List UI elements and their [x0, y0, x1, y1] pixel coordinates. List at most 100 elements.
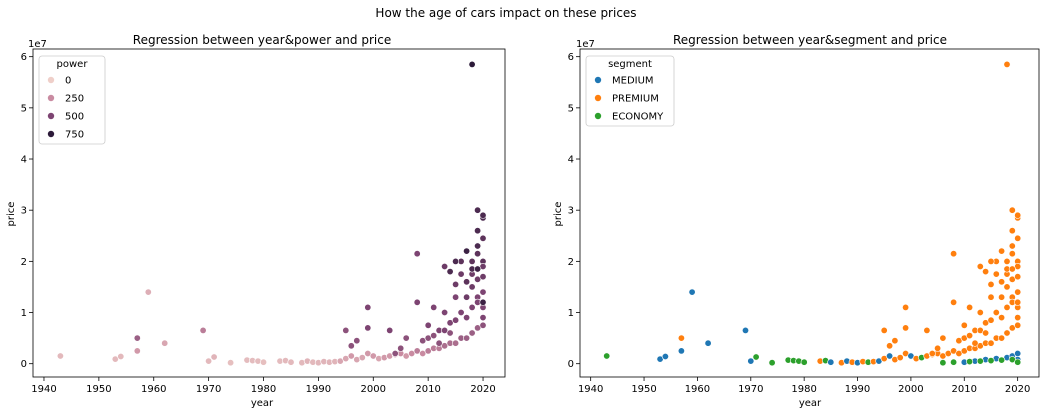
x-axis-label: year — [251, 398, 274, 409]
data-point — [144, 288, 152, 296]
data-point — [347, 342, 355, 350]
data-point — [998, 247, 1006, 255]
data-point — [468, 60, 476, 68]
data-point — [397, 344, 405, 352]
data-point — [1014, 349, 1022, 357]
data-point — [966, 332, 974, 340]
x-tick-label: 2010 — [952, 384, 977, 395]
data-point — [902, 303, 910, 311]
data-point — [677, 334, 685, 342]
data-point — [133, 347, 141, 355]
data-point — [446, 329, 454, 337]
legend-marker — [47, 94, 55, 102]
data-point — [987, 357, 995, 365]
y-tick-label: 5 — [568, 103, 574, 114]
x-tick-label: 1960 — [685, 384, 710, 395]
y-tick-label: 2 — [21, 257, 27, 268]
data-point — [474, 227, 482, 235]
data-point — [1014, 234, 1022, 242]
legend-marker — [594, 94, 602, 102]
y-tick-label: 3 — [568, 206, 574, 217]
data-point — [1014, 321, 1022, 329]
y-tick-label: 3 — [21, 206, 27, 217]
data-point — [886, 342, 894, 350]
chart-title: Regression between year&power and price — [133, 33, 391, 47]
data-point — [479, 321, 487, 329]
data-point — [161, 339, 169, 347]
legend-entry-label: 500 — [65, 112, 84, 123]
data-point — [747, 357, 755, 365]
data-point — [413, 298, 421, 306]
data-point — [441, 308, 449, 316]
data-point — [358, 354, 366, 362]
data-point — [479, 288, 487, 296]
legend-marker — [47, 112, 55, 120]
data-point — [1014, 211, 1022, 219]
data-point — [827, 358, 835, 366]
y-tick-label: 1 — [568, 308, 574, 319]
data-point — [976, 357, 984, 365]
data-point — [1008, 265, 1016, 273]
data-point — [800, 358, 808, 366]
data-point — [474, 250, 482, 258]
legend-entry-label: MEDIUM — [612, 76, 654, 87]
data-point — [688, 288, 696, 296]
data-point — [976, 308, 984, 316]
data-point — [474, 265, 482, 273]
legend-box — [585, 55, 675, 127]
data-point — [479, 273, 487, 281]
x-tick-label: 2010 — [415, 384, 440, 395]
data-point — [452, 293, 460, 301]
legend-title: segment — [608, 59, 652, 70]
x-tick-label: 1980 — [791, 384, 816, 395]
data-point — [56, 352, 64, 360]
data-point — [457, 270, 465, 278]
data-point — [987, 293, 995, 301]
legend-entry-label: 0 — [65, 76, 71, 87]
data-point — [463, 293, 471, 301]
x-tick-label: 2020 — [1005, 384, 1030, 395]
y-scale-label: 1e7 — [576, 39, 595, 50]
data-point — [287, 358, 295, 366]
data-point — [998, 356, 1006, 364]
data-point — [982, 329, 990, 337]
x-tick-label: 1960 — [141, 384, 166, 395]
data-point — [117, 352, 125, 360]
data-point — [992, 270, 1000, 278]
x-tick-label: 2020 — [470, 384, 495, 395]
data-point — [976, 262, 984, 270]
data-point — [452, 339, 460, 347]
power-scatter-chart: Regression between year&power and price … — [6, 33, 506, 409]
data-point — [446, 268, 454, 276]
data-point — [704, 339, 712, 347]
data-point — [468, 329, 476, 337]
data-point — [441, 262, 449, 270]
data-point — [923, 326, 931, 334]
data-point — [998, 314, 1006, 322]
data-point — [950, 298, 958, 306]
data-point — [1008, 206, 1016, 214]
data-point — [391, 349, 399, 357]
data-point — [1008, 250, 1016, 258]
legend-marker — [47, 76, 55, 84]
data-point — [987, 316, 995, 324]
data-point — [452, 280, 460, 288]
x-tick-label: 1940 — [31, 384, 56, 395]
data-point — [1014, 314, 1022, 322]
data-point — [468, 303, 476, 311]
data-point — [752, 353, 760, 361]
data-point — [452, 316, 460, 324]
data-point — [939, 334, 947, 342]
x-tick-label: 2000 — [361, 384, 386, 395]
data-point — [661, 352, 669, 360]
legend-marker — [594, 76, 602, 84]
data-point — [939, 359, 947, 367]
data-point — [1003, 329, 1011, 337]
data-point — [982, 268, 990, 276]
data-point — [463, 247, 471, 255]
data-point — [402, 334, 410, 342]
data-point — [741, 326, 749, 334]
legend-entry-label: ECONOMY — [612, 112, 664, 123]
data-point — [386, 326, 394, 334]
data-point — [468, 257, 476, 265]
